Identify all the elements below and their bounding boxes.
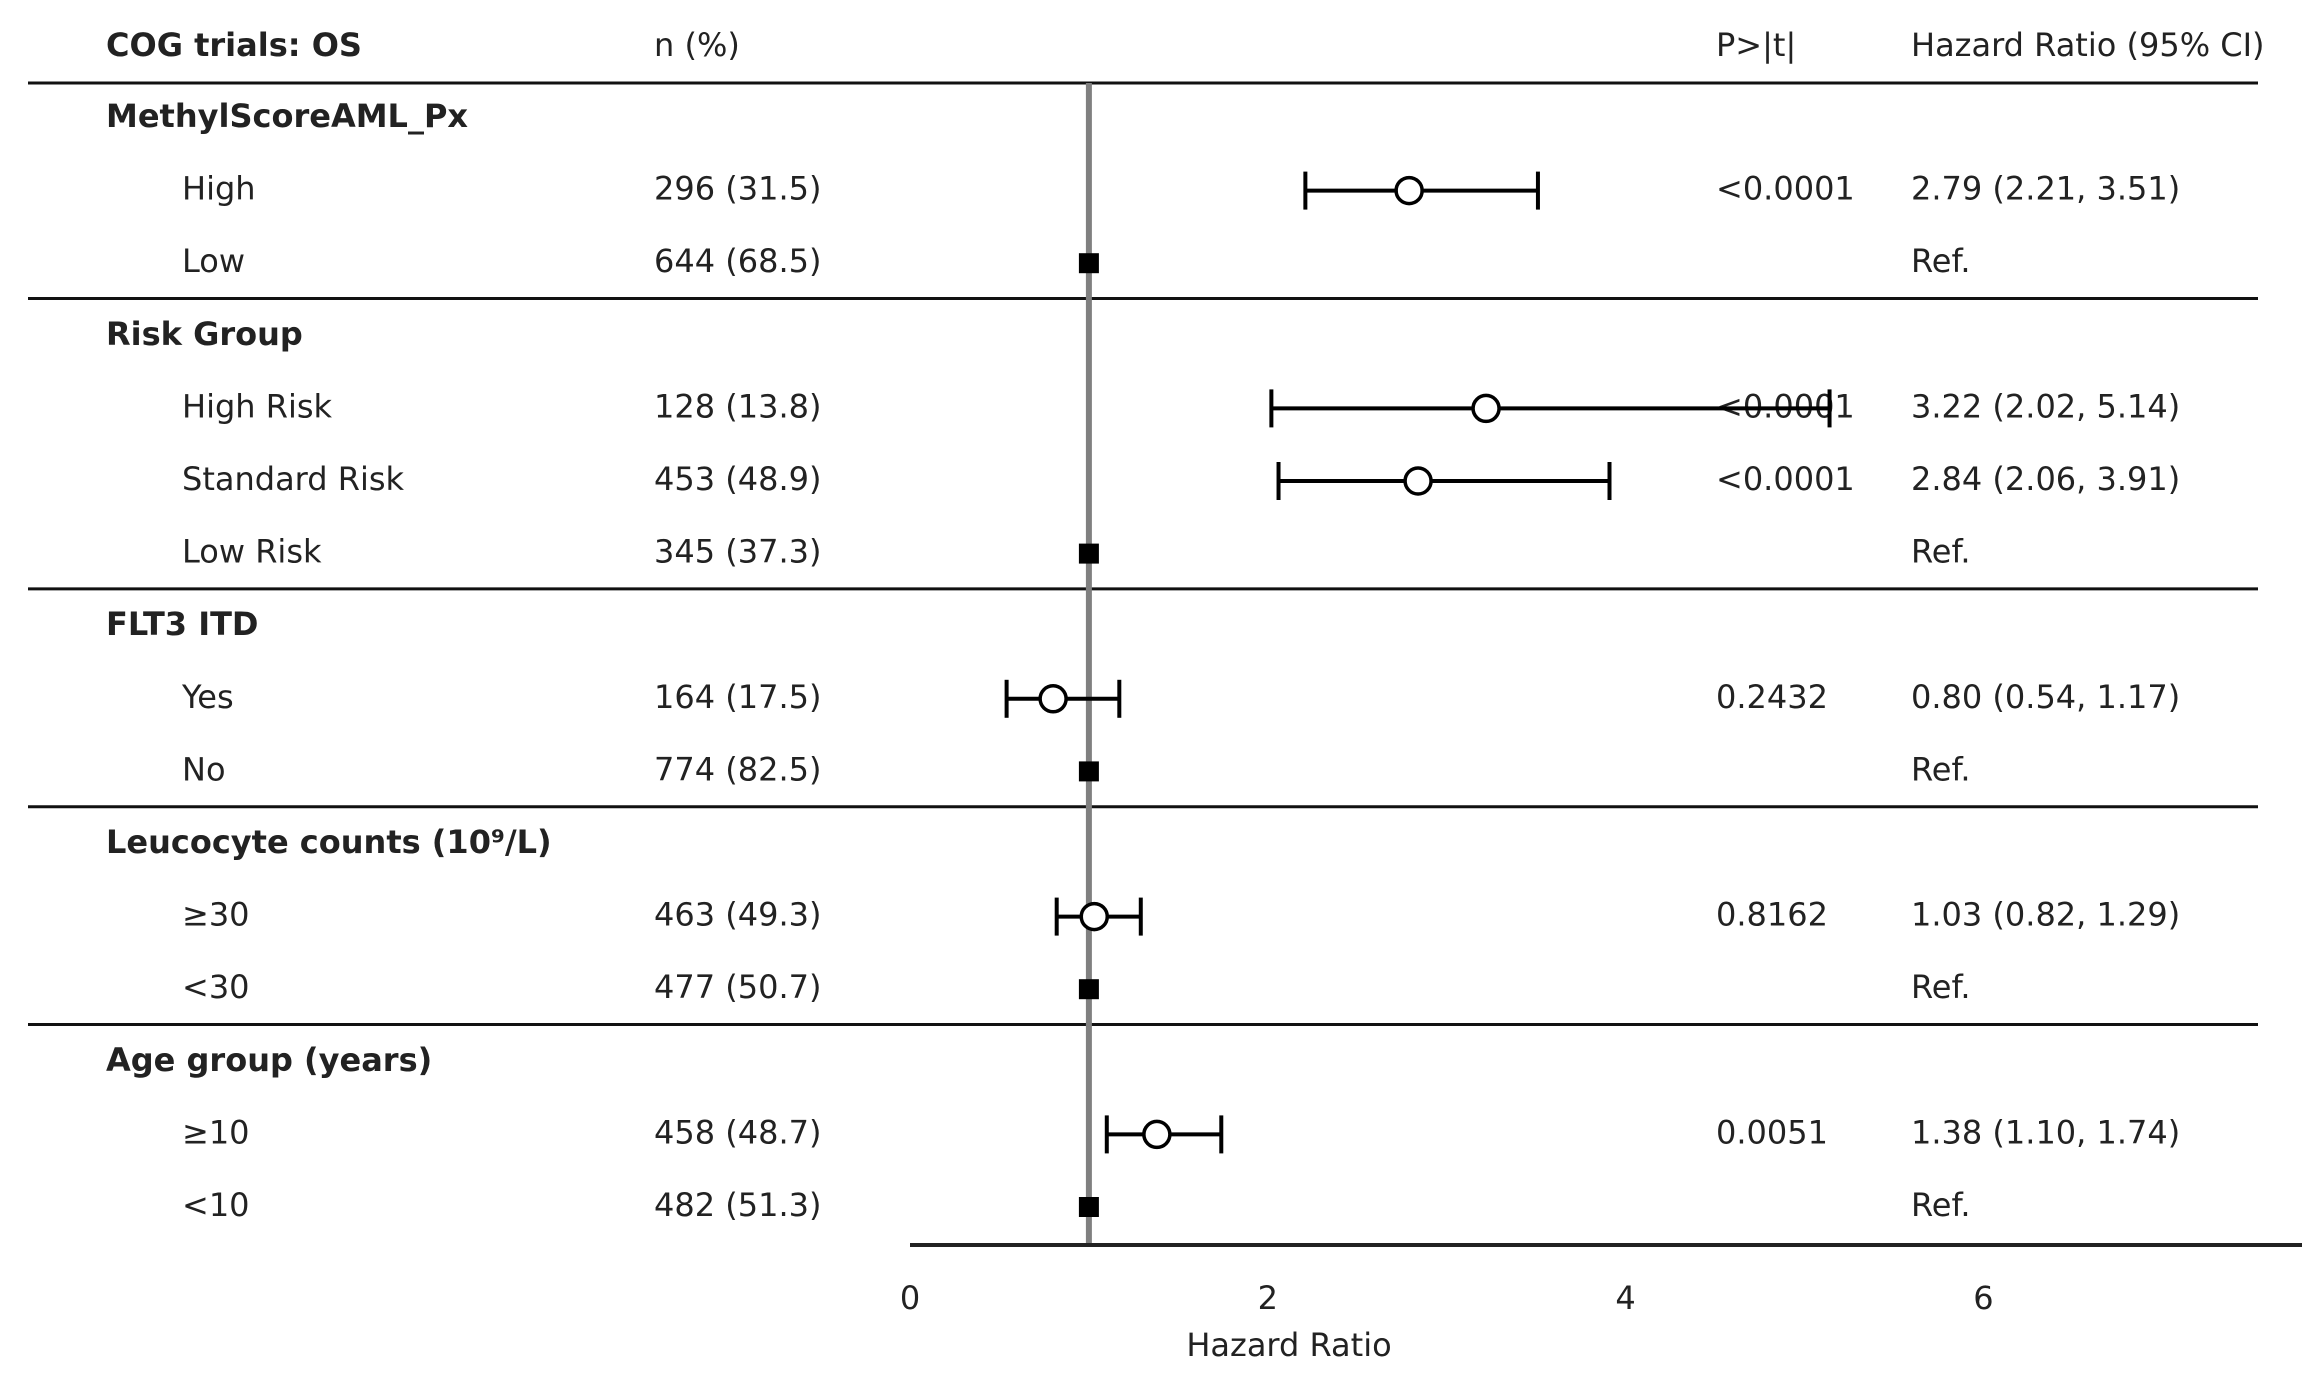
row-p-value: 0.0051 bbox=[1716, 1113, 1828, 1151]
reference-marker bbox=[1078, 761, 1099, 782]
reference-marker bbox=[1078, 543, 1099, 564]
row-n-percent: 477 (50.7) bbox=[654, 968, 821, 1006]
row-hazard-ratio: 0.80 (0.54, 1.17) bbox=[1911, 678, 2180, 716]
row-hazard-ratio: 1.03 (0.82, 1.29) bbox=[1911, 896, 2180, 934]
row-n-percent: 774 (82.5) bbox=[654, 750, 821, 788]
column-header-n: n (%) bbox=[654, 26, 740, 64]
row-label: High bbox=[182, 170, 256, 208]
row-label: ≥30 bbox=[182, 896, 250, 934]
row-n-percent: 482 (51.3) bbox=[654, 1186, 821, 1224]
row-label: ≥10 bbox=[182, 1113, 250, 1151]
column-header-hr: Hazard Ratio (95% CI) bbox=[1911, 26, 2265, 64]
point-estimate bbox=[1038, 684, 1068, 714]
point-estimate bbox=[1471, 393, 1501, 424]
row-p-value: <0.0001 bbox=[1716, 460, 1855, 498]
reference-marker bbox=[1078, 253, 1099, 274]
row-label: <30 bbox=[182, 968, 250, 1006]
group-label: MethylScoreAML_Px bbox=[106, 97, 468, 135]
row-hazard-ratio: 2.79 (2.21, 3.51) bbox=[1911, 170, 2180, 208]
row-label: Low bbox=[182, 242, 245, 280]
point-estimate bbox=[1142, 1119, 1172, 1150]
row-n-percent: 453 (48.9) bbox=[654, 460, 821, 498]
row-p-value: 0.8162 bbox=[1716, 896, 1828, 934]
row-n-percent: 463 (49.3) bbox=[654, 896, 821, 934]
group-label: Leucocyte counts (10⁹/L) bbox=[106, 823, 552, 861]
row-p-value: <0.0001 bbox=[1716, 170, 1855, 208]
x-axis-label: Hazard Ratio bbox=[1186, 1326, 1391, 1364]
row-hazard-ratio: 2.84 (2.06, 3.91) bbox=[1911, 460, 2180, 498]
row-n-percent: 644 (68.5) bbox=[654, 242, 821, 280]
row-n-percent: 164 (17.5) bbox=[654, 678, 821, 716]
row-hazard-ratio: 3.22 (2.02, 5.14) bbox=[1911, 387, 2180, 425]
group-label: Age group (years) bbox=[106, 1041, 432, 1079]
point-estimate bbox=[1079, 901, 1110, 932]
row-hazard-ratio: 1.38 (1.10, 1.74) bbox=[1911, 1113, 2180, 1151]
chart-title: COG trials: OS bbox=[106, 26, 362, 64]
x-tick-label: 6 bbox=[1973, 1279, 1993, 1317]
row-label: <10 bbox=[182, 1186, 250, 1224]
x-tick-label: 2 bbox=[1258, 1279, 1278, 1317]
x-tick-label: 0 bbox=[900, 1279, 920, 1317]
row-hazard-ratio: Ref. bbox=[1911, 533, 1971, 571]
row-n-percent: 458 (48.7) bbox=[654, 1113, 821, 1151]
row-label: Yes bbox=[181, 678, 234, 716]
row-label: High Risk bbox=[182, 387, 333, 425]
table-rows: MethylScoreAML_Px High 296 (31.5) <0.0001 2.… bbox=[28, 81, 2258, 1224]
row-label: Standard Risk bbox=[182, 460, 405, 498]
reference-marker bbox=[1078, 979, 1099, 1000]
row-n-percent: 128 (13.8) bbox=[654, 387, 821, 425]
point-estimate bbox=[1394, 175, 1424, 206]
plot-area bbox=[1004, 83, 1832, 1245]
x-axis: Hazard Ratio 02468 bbox=[900, 1243, 2302, 1364]
column-header-p: P>|t| bbox=[1716, 26, 1796, 64]
row-n-percent: 296 (31.5) bbox=[654, 170, 821, 208]
point-estimate bbox=[1403, 466, 1433, 496]
row-label: Low Risk bbox=[182, 533, 322, 571]
reference-marker bbox=[1078, 1197, 1099, 1217]
group-label: FLT3 ITD bbox=[106, 605, 258, 643]
row-hazard-ratio: Ref. bbox=[1911, 242, 1971, 280]
group-label: Risk Group bbox=[106, 315, 303, 353]
row-hazard-ratio: Ref. bbox=[1911, 750, 1971, 788]
row-hazard-ratio: Ref. bbox=[1911, 1186, 1971, 1224]
row-label: No bbox=[182, 750, 226, 788]
row-n-percent: 345 (37.3) bbox=[654, 533, 821, 571]
row-p-value: 0.2432 bbox=[1716, 678, 1828, 716]
x-tick-label: 4 bbox=[1615, 1279, 1635, 1317]
row-hazard-ratio: Ref. bbox=[1911, 968, 1971, 1006]
header-row: COG trials: OS n (%) P>|t| Hazard Ratio … bbox=[106, 26, 2265, 64]
